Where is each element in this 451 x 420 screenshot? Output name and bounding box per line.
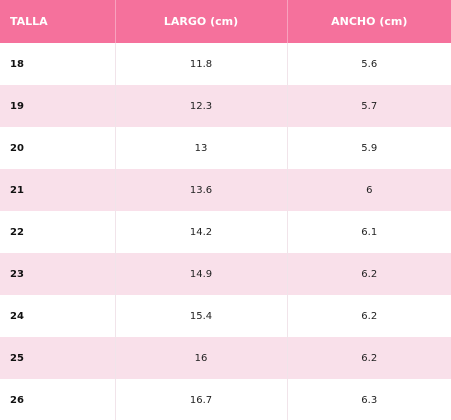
header-talla: TALLA <box>0 0 116 43</box>
table-row: 26 16.7 6.3 <box>0 379 451 420</box>
header-largo: LARGO (cm) <box>115 0 288 43</box>
table-row: 20 13 5.9 <box>0 127 451 169</box>
table-body: 18 11.8 5.6 19 12.3 5.7 20 13 5.9 21 13.… <box>0 43 451 420</box>
cell-ancho: 5.6 <box>361 58 378 70</box>
cell-ancho: 5.9 <box>361 142 378 154</box>
cell-largo: 14.9 <box>115 253 288 295</box>
table-row: 19 12.3 5.7 <box>0 85 451 127</box>
table-row: 23 14.9 6.2 <box>0 253 451 295</box>
cell-talla: 20 <box>0 127 116 169</box>
cell-largo: 16.7 <box>115 379 288 420</box>
table-row: 22 14.2 6.1 <box>0 211 451 253</box>
cell-ancho: 6.2 <box>361 352 378 364</box>
cell-talla: 22 <box>0 211 116 253</box>
cell-talla: 21 <box>0 169 116 211</box>
cell-ancho: 6.3 <box>361 394 378 406</box>
cell-ancho: 6.1 <box>361 226 378 238</box>
header-row: TALLA LARGO (cm) ANCHO (cm) <box>0 0 451 43</box>
table-row: 25 16 6.2 <box>0 337 451 379</box>
header-ancho: ANCHO (cm) <box>331 15 408 28</box>
table-row: 21 13.6 6 <box>0 169 451 211</box>
cell-largo: 12.3 <box>115 85 288 127</box>
cell-largo: 16 <box>115 337 288 379</box>
cell-talla: 23 <box>0 253 116 295</box>
cell-talla: 26 <box>0 379 116 420</box>
table-header: TALLA LARGO (cm) ANCHO (cm) <box>0 0 451 43</box>
cell-talla: 25 <box>0 337 116 379</box>
cell-largo: 14.2 <box>115 211 288 253</box>
table-row: 24 15.4 6.2 <box>0 295 451 337</box>
cell-talla: 19 <box>0 85 116 127</box>
cell-talla: 18 <box>0 43 116 85</box>
cell-largo: 13 <box>115 127 288 169</box>
cell-largo: 13.6 <box>115 169 288 211</box>
cell-ancho: 6.2 <box>361 310 378 322</box>
cell-ancho: 5.7 <box>361 100 378 112</box>
cell-talla: 24 <box>0 295 116 337</box>
cell-ancho: 6 <box>366 184 373 196</box>
cell-largo: 11.8 <box>115 43 288 85</box>
table-row: 18 11.8 5.6 <box>0 43 451 85</box>
cell-ancho: 6.2 <box>361 268 378 280</box>
cell-largo: 15.4 <box>115 295 288 337</box>
